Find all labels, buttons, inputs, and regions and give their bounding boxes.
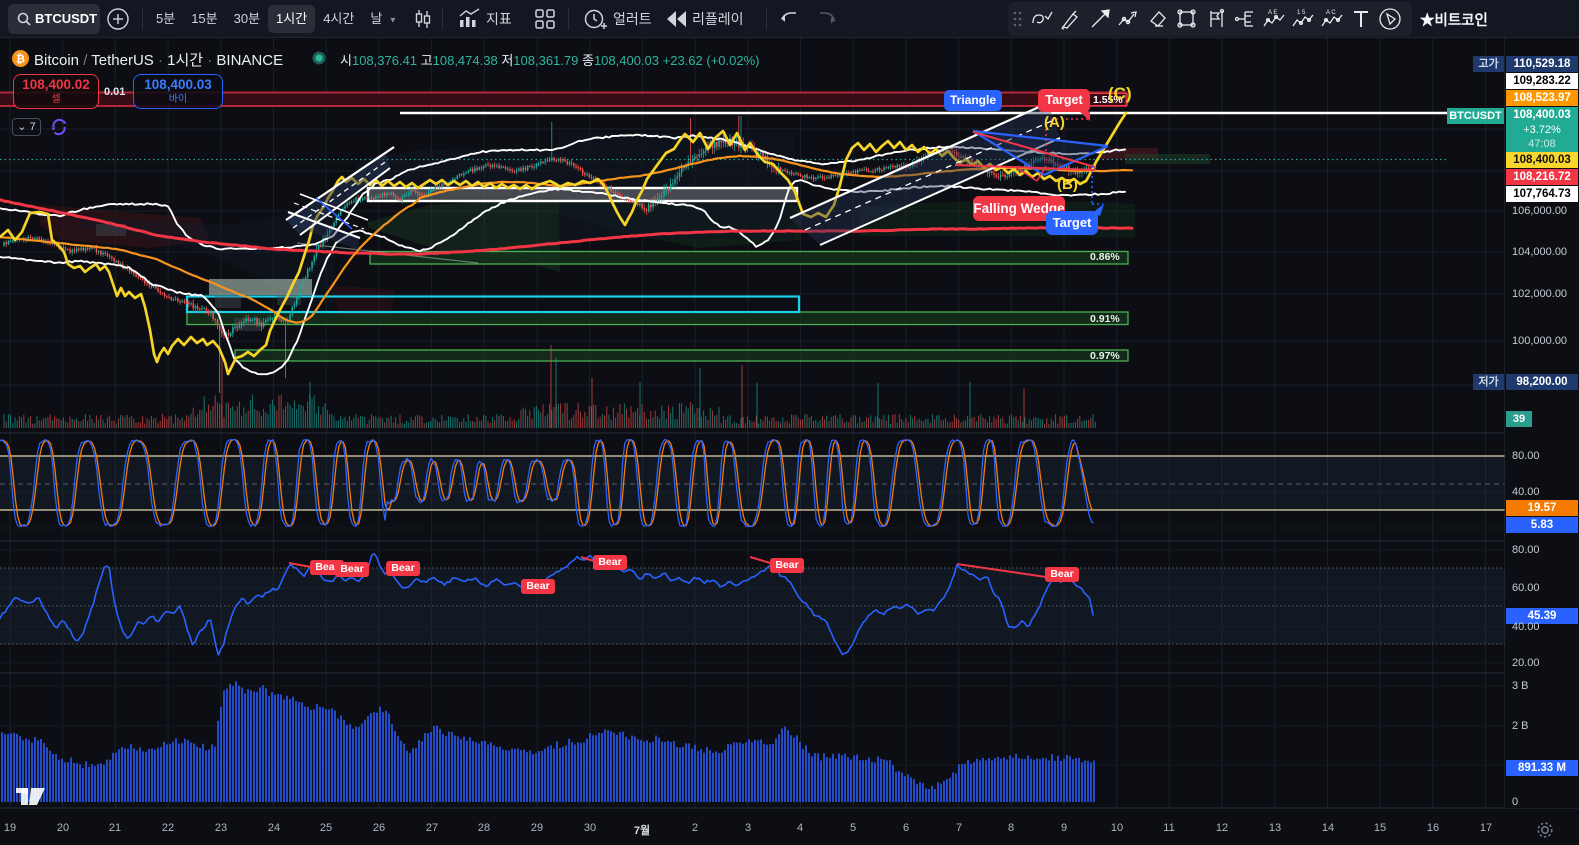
svg-text:₿: ₿ xyxy=(16,54,25,66)
svg-text:A C: A C xyxy=(1326,10,1336,16)
svg-text:A E: A E xyxy=(1268,10,1277,16)
svg-text:1 5: 1 5 xyxy=(1297,10,1306,16)
